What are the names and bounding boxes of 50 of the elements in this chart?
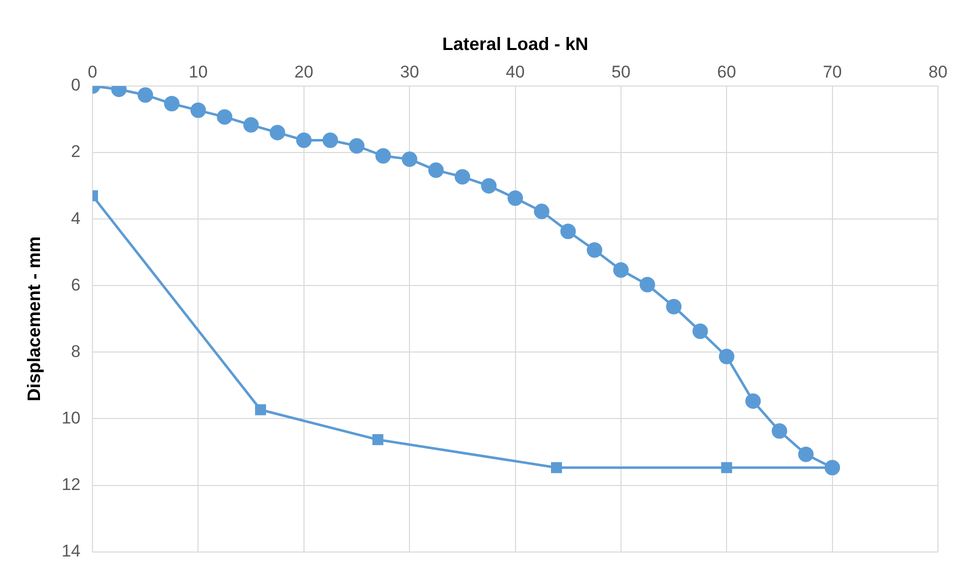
y-axis-title: Displacement - mm <box>24 236 44 402</box>
x-tick-label: 70 <box>822 62 842 82</box>
y-tick-label: 2 <box>71 142 81 162</box>
point <box>534 204 550 220</box>
y-tick-label: 0 <box>71 76 81 95</box>
point <box>692 323 708 339</box>
point <box>164 96 180 112</box>
y-tick-label: 4 <box>71 208 81 228</box>
point <box>243 117 259 133</box>
x-axis-title: Lateral Load - kN <box>442 34 588 54</box>
point <box>428 162 444 178</box>
point <box>560 224 576 240</box>
point <box>296 132 312 148</box>
point <box>745 393 761 409</box>
point <box>375 148 391 164</box>
y-tick-label: 8 <box>71 342 81 361</box>
point <box>454 169 470 185</box>
point <box>138 87 154 103</box>
point <box>348 138 364 154</box>
x-tick-label: 80 <box>928 62 948 82</box>
point <box>798 446 814 462</box>
x-tick-label: 20 <box>294 62 314 82</box>
point <box>550 462 562 474</box>
point <box>216 109 232 125</box>
point <box>190 102 206 118</box>
point <box>721 462 732 474</box>
point <box>481 178 497 194</box>
point <box>586 242 602 258</box>
point <box>772 423 788 439</box>
point <box>402 151 418 167</box>
point <box>718 348 734 364</box>
point <box>613 262 629 278</box>
x-tick-label: 10 <box>188 62 208 82</box>
point <box>322 132 338 148</box>
point <box>824 460 840 476</box>
point <box>372 434 384 446</box>
point <box>640 276 656 292</box>
x-tick-label: 60 <box>717 62 736 82</box>
point <box>666 298 682 314</box>
x-tick-label: 40 <box>506 62 525 82</box>
x-tick-label: 0 <box>88 62 98 82</box>
point <box>508 190 524 206</box>
point <box>270 124 286 140</box>
y-tick-label: 14 <box>62 541 81 560</box>
y-tick-label: 12 <box>62 474 81 494</box>
y-tick-label: 6 <box>71 275 81 294</box>
x-tick-label: 30 <box>400 62 420 82</box>
y-tick-label: 10 <box>62 408 81 428</box>
x-tick-label: 50 <box>611 62 630 82</box>
point <box>255 404 266 416</box>
